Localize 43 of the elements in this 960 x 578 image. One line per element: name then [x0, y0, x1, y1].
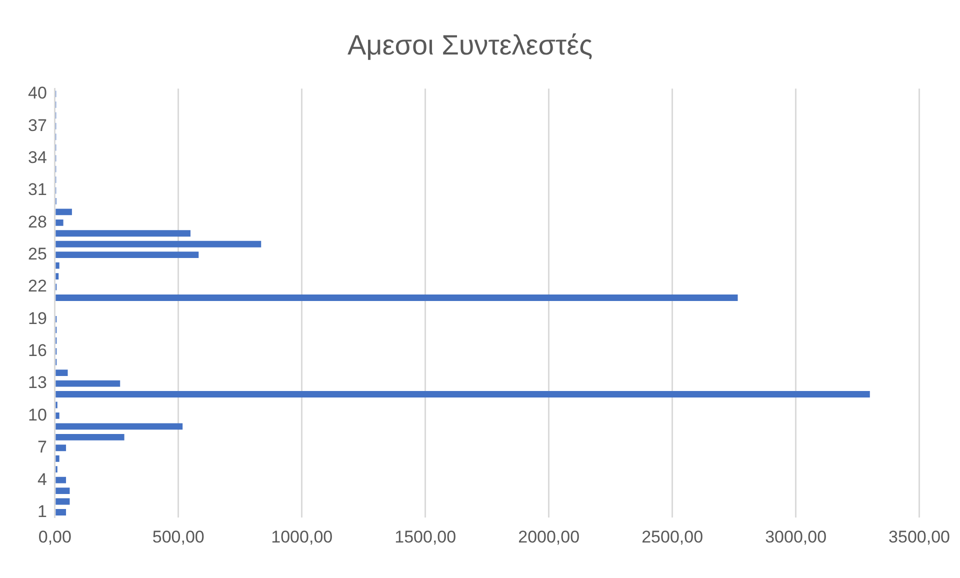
y-tick-label: 16 — [28, 341, 47, 360]
y-tick-label: 13 — [28, 373, 47, 392]
y-tick-label: 10 — [28, 405, 47, 424]
bar — [56, 412, 60, 419]
x-tick-label: 3500,00 — [888, 527, 950, 546]
y-tick-label: 4 — [37, 470, 47, 489]
x-tick-label: 0,00 — [38, 527, 72, 546]
bar — [56, 240, 262, 248]
x-tick-label: 500,00 — [152, 527, 204, 546]
chart-title: Αμεσοι Συντελεστές — [347, 30, 593, 61]
x-tick-label: 1500,00 — [394, 527, 456, 546]
y-tick-label: 22 — [28, 276, 47, 296]
bar — [56, 208, 72, 216]
bar — [56, 444, 66, 452]
bar — [56, 498, 70, 505]
bar — [56, 252, 199, 258]
bar — [56, 380, 120, 387]
y-tick-label: 37 — [28, 116, 47, 135]
x-tick-label: 2000,00 — [518, 527, 580, 546]
y-tick-label: 31 — [28, 180, 47, 200]
x-tick-label: 1000,00 — [271, 527, 333, 546]
y-tick-label: 28 — [28, 212, 47, 232]
bar — [56, 423, 183, 430]
bar — [56, 476, 66, 484]
bar — [56, 509, 66, 516]
y-tick-label: 7 — [37, 438, 47, 457]
x-tick-label: 3000,00 — [765, 527, 827, 546]
bar — [56, 262, 60, 269]
y-tick-label: 34 — [28, 148, 47, 167]
y-tick-label: 25 — [28, 244, 47, 264]
bar — [56, 273, 59, 280]
y-tick-label: 1 — [37, 502, 47, 521]
bar — [56, 455, 60, 462]
bar — [56, 488, 70, 494]
bar — [56, 434, 124, 440]
y-tick-label: 19 — [28, 308, 47, 328]
x-tick-label: 2500,00 — [642, 527, 704, 546]
bar — [56, 219, 64, 226]
y-tick-label: 40 — [28, 84, 47, 103]
bar — [56, 391, 870, 398]
bar — [56, 230, 190, 237]
bar — [56, 294, 738, 301]
bar — [56, 370, 68, 376]
